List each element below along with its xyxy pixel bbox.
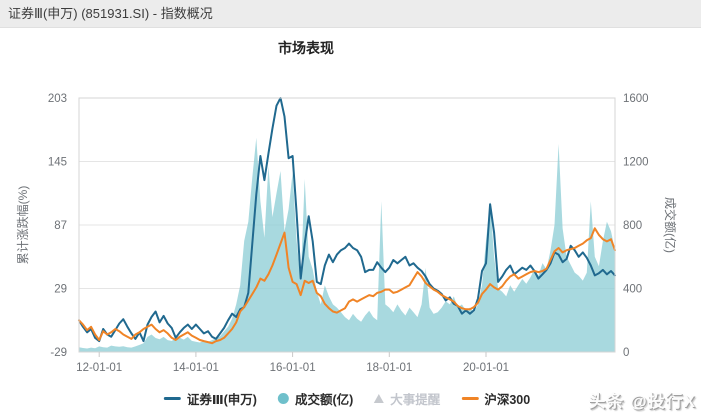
index-line: [78, 97, 616, 343]
plot-border: [78, 97, 616, 353]
legend-item-events[interactable]: 大事提醒: [374, 389, 440, 408]
circle-swatch-icon: [277, 393, 289, 404]
line-swatch-icon: [163, 397, 181, 400]
chart-canvas[interactable]: 203 145 87 29 -29 1600 1200 800 400 0 12-01-01 14-0…: [0, 58, 701, 380]
y-left-tick-label: 29: [54, 284, 67, 296]
page-title: 证券Ⅲ(申万) (851931.SI) - 指数概况: [8, 6, 213, 21]
legend-label: 沪深300: [484, 393, 531, 407]
header-bar: 证券Ⅲ(申万) (851931.SI) - 指数概况: [0, 0, 701, 28]
watermark: 头条 @投行X: [588, 392, 696, 411]
chart-title: 市场表现: [278, 40, 334, 56]
line-swatch-icon: [461, 397, 479, 400]
y-right-tick-label: 1600: [623, 93, 649, 105]
x-tick-label: 12-01-01: [76, 362, 122, 374]
legend-item-hs300[interactable]: 沪深300: [461, 389, 530, 408]
x-tick-label: 14-01-01: [173, 362, 219, 374]
y-right-tick-label: 400: [623, 284, 642, 296]
y-left-tick-label: 203: [48, 93, 67, 105]
legend-item-index[interactable]: 证券Ⅲ(申万): [163, 389, 257, 408]
y-left-tick-label: -29: [50, 347, 67, 359]
y-left-tick-label: 87: [54, 220, 67, 232]
legend-item-volume[interactable]: 成交额(亿): [277, 389, 354, 408]
y-right-tick-label: 1200: [623, 157, 649, 169]
chart-legend: 证券Ⅲ(申万) 成交额(亿) 大事提醒 沪深300: [163, 389, 530, 408]
x-tick-label: 20-01-01: [463, 362, 509, 374]
legend-label: 证券Ⅲ(申万): [186, 393, 257, 407]
y-right-tick-label: 800: [623, 220, 642, 232]
y-right-axis-name: 成交额(亿): [663, 197, 678, 253]
triangle-swatch-icon: [374, 394, 385, 403]
x-tick-label: 16-01-01: [270, 362, 316, 374]
y-right-tick-label: 0: [623, 347, 629, 359]
legend-label: 成交额(亿): [294, 393, 354, 407]
y-left-axis-name: 累计涨跌幅(%): [15, 186, 30, 265]
x-tick-label: 18-01-01: [366, 362, 412, 374]
hs300-line: [78, 227, 616, 345]
legend-label: 大事提醒: [390, 393, 441, 407]
y-left-tick-label: 145: [48, 157, 67, 169]
